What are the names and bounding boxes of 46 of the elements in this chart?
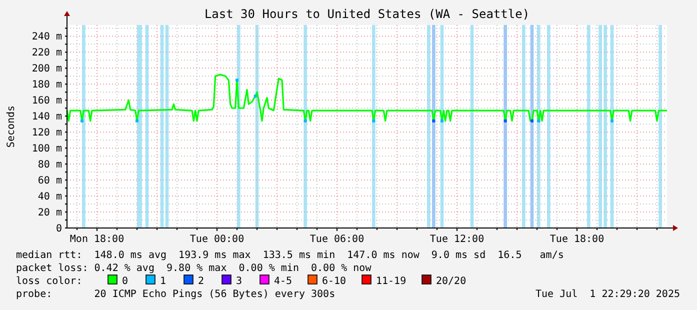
legend-title: loss color:	[16, 276, 82, 287]
y-tick-label: 20 m	[38, 208, 62, 219]
point	[537, 119, 540, 122]
point	[254, 94, 257, 98]
y-tick-label: 240 m	[32, 32, 62, 43]
point	[304, 119, 307, 122]
x-tick-label: Tue 12:00	[430, 234, 484, 245]
y-tick-label: 100 m	[32, 144, 62, 155]
y-tick-label: 40 m	[38, 192, 62, 203]
x-tick-label: Tue 06:00	[310, 234, 364, 245]
y-tick-label: 200 m	[32, 64, 62, 75]
line-series	[66, 74, 668, 122]
point	[236, 78, 238, 82]
point	[530, 119, 534, 122]
y-tick-label: 120 m	[32, 128, 62, 139]
y-axis-title: Seconds	[6, 105, 17, 148]
legend-label: 3	[236, 276, 242, 287]
point	[610, 119, 614, 122]
point	[136, 119, 138, 122]
text: packet loss: 0.42 % avg 9.80 % max 0.00 % min 0.00 % now	[16, 263, 372, 274]
y-tick-label: 160 m	[32, 96, 62, 107]
point	[372, 119, 376, 122]
text: probe: 20 ICMP Echo Pings (56 Bytes) every 300s	[16, 289, 336, 300]
text: Tue Jul 1 22:29:20 2025	[536, 289, 680, 300]
legend-label: 6-10	[322, 276, 346, 287]
y-tick-label: 140 m	[32, 112, 62, 123]
x-tick-label: Tue 00:00	[190, 234, 244, 245]
chart-title: Last 30 Hours to United States (WA - Seattle)	[204, 7, 530, 21]
legend-label: 20/20	[436, 276, 466, 287]
legend-label: 1	[160, 276, 166, 287]
x-tick-label: Tue 18:00	[550, 234, 604, 245]
point	[504, 119, 507, 122]
legend-label: 4-5	[274, 276, 292, 287]
y-tick-label: 60 m	[38, 176, 62, 187]
legend-label: 0	[122, 276, 128, 287]
point	[432, 119, 436, 122]
point	[80, 119, 84, 122]
x-tick-label: Mon 18:00	[70, 234, 124, 245]
y-tick-label: 80 m	[38, 160, 62, 171]
point	[440, 119, 444, 122]
text: median rtt: 148.0 ms avg 193.9 ms max 133.5 ms min 147.0 ms now 9.0 ms sd 16.5 am/s	[16, 250, 564, 261]
legend-label: 11-19	[376, 276, 406, 287]
y-tick-label: 220 m	[32, 48, 62, 59]
y-tick-label: 0	[56, 224, 62, 234]
y-tick-label: 180 m	[32, 80, 62, 91]
legend-label: 2	[198, 276, 204, 287]
